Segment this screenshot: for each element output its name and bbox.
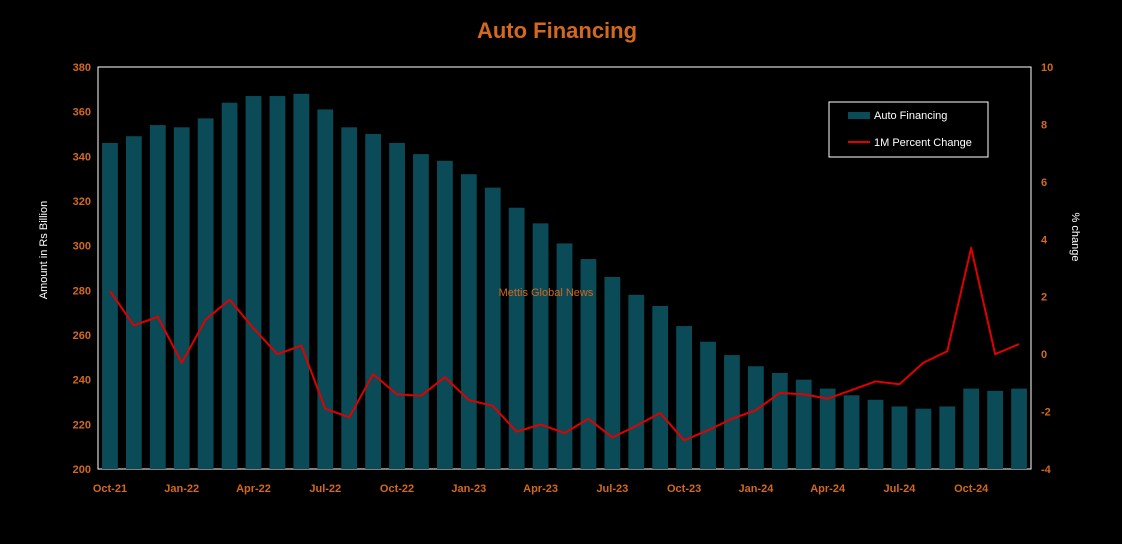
bar-Jan-22 — [173, 127, 190, 470]
right-tick-label: -2 — [1041, 407, 1051, 419]
left-tick-label: 300 — [73, 241, 91, 253]
bar-Feb-22 — [197, 118, 214, 469]
left-tick-label: 200 — [73, 464, 91, 476]
bar-Dec-23 — [724, 355, 740, 469]
left-tick-label: 260 — [73, 330, 91, 342]
bar-Oct-23 — [676, 326, 693, 469]
bar-Oct-22 — [389, 142, 405, 469]
bar-Mar-24 — [795, 379, 812, 469]
bar-Oct-24 — [963, 388, 980, 469]
bar-Dec-22 — [436, 160, 453, 470]
right-tick-label: 4 — [1041, 234, 1048, 246]
x-tick-label: Jan-24 — [738, 483, 774, 495]
bar-Oct-21 — [102, 142, 118, 469]
bar-Aug-22 — [341, 127, 358, 470]
bar-Mar-23 — [508, 207, 525, 469]
bar-Jun-24 — [867, 399, 884, 469]
right-axis-label: % change — [1069, 213, 1081, 262]
legend-box — [828, 101, 989, 158]
legend-bar-swatch — [848, 112, 870, 119]
left-tick-label: 280 — [73, 285, 91, 297]
chart-title: Auto Financing — [477, 18, 637, 43]
bar-Sep-23 — [652, 305, 669, 469]
bar-Feb-24 — [771, 372, 788, 469]
bar-Jan-23 — [460, 174, 477, 469]
legend-line-label: 1M Percent Change — [874, 137, 972, 149]
x-tick-label: Oct-24 — [954, 483, 989, 495]
bar-Jul-23 — [604, 276, 621, 469]
left-axis-label: Amount in Rs Billion — [38, 201, 50, 299]
right-tick-label: 6 — [1041, 177, 1047, 189]
left-tick-label: 220 — [73, 419, 91, 431]
x-tick-label: Apr-22 — [236, 483, 271, 495]
bar-Apr-24 — [819, 388, 836, 469]
bar-Jun-22 — [293, 93, 310, 470]
percent-change-line — [109, 246, 1020, 442]
x-tick-label: Jul-23 — [596, 483, 628, 495]
right-tick-label: -4 — [1041, 464, 1052, 476]
left-tick-label: 320 — [73, 196, 91, 208]
left-tick-label: 340 — [73, 151, 91, 163]
bar-series — [102, 93, 1027, 470]
x-tick-label: Oct-23 — [667, 483, 701, 495]
x-tick-label: Oct-21 — [93, 483, 127, 495]
bar-Jan-24 — [747, 366, 764, 469]
bar-May-24 — [843, 395, 860, 469]
bar-Apr-22 — [245, 96, 262, 470]
bar-Jun-23 — [580, 259, 597, 469]
bar-May-23 — [556, 243, 573, 469]
legend-bar-label: Auto Financing — [874, 110, 947, 122]
bar-Sep-22 — [365, 134, 382, 469]
bar-Sep-24 — [939, 406, 956, 469]
legend: Auto Financing 1M Percent Change — [828, 101, 989, 158]
right-tick-label: 0 — [1041, 349, 1047, 361]
left-tick-label: 380 — [73, 62, 91, 74]
bar-Nov-23 — [700, 341, 716, 469]
bar-Dec-24 — [1011, 388, 1027, 469]
bar-Nov-21 — [125, 136, 142, 469]
x-tick-label: Apr-23 — [523, 483, 558, 495]
left-axis-ticks: 200 220 240 260 280 300 320 340 360 380 — [73, 62, 91, 476]
x-tick-label: Apr-24 — [810, 483, 846, 495]
x-tick-label: Jan-22 — [164, 483, 199, 495]
x-axis-ticks: Oct-21 Jan-22 Apr-22 Jul-22 Oct-22 Jan-23 Apr-… — [93, 483, 989, 495]
left-tick-label: 240 — [73, 375, 91, 387]
right-tick-label: 2 — [1041, 292, 1047, 304]
right-axis-ticks: -4 -2 0 2 4 6 8 10 — [1041, 62, 1053, 476]
line-series — [109, 246, 1020, 442]
bar-Nov-22 — [413, 154, 429, 469]
x-tick-label: Oct-22 — [380, 483, 414, 495]
bar-May-22 — [269, 96, 286, 470]
right-tick-label: 8 — [1041, 119, 1047, 131]
bar-Nov-24 — [987, 390, 1004, 469]
bar-Feb-23 — [484, 187, 501, 469]
x-tick-label: Jul-22 — [309, 483, 341, 495]
bar-Jul-22 — [317, 109, 334, 469]
bar-Dec-21 — [149, 125, 166, 470]
x-tick-label: Jul-24 — [884, 483, 917, 495]
bar-Jul-24 — [891, 406, 908, 469]
x-tick-label: Jan-23 — [451, 483, 486, 495]
bar-Aug-23 — [628, 294, 645, 469]
left-tick-label: 360 — [73, 107, 91, 119]
right-tick-label: 10 — [1041, 62, 1053, 74]
bar-Aug-24 — [915, 408, 932, 469]
bar-Apr-23 — [532, 223, 549, 469]
bar-Mar-22 — [221, 102, 238, 469]
watermark: Mettis Global News — [499, 287, 594, 299]
